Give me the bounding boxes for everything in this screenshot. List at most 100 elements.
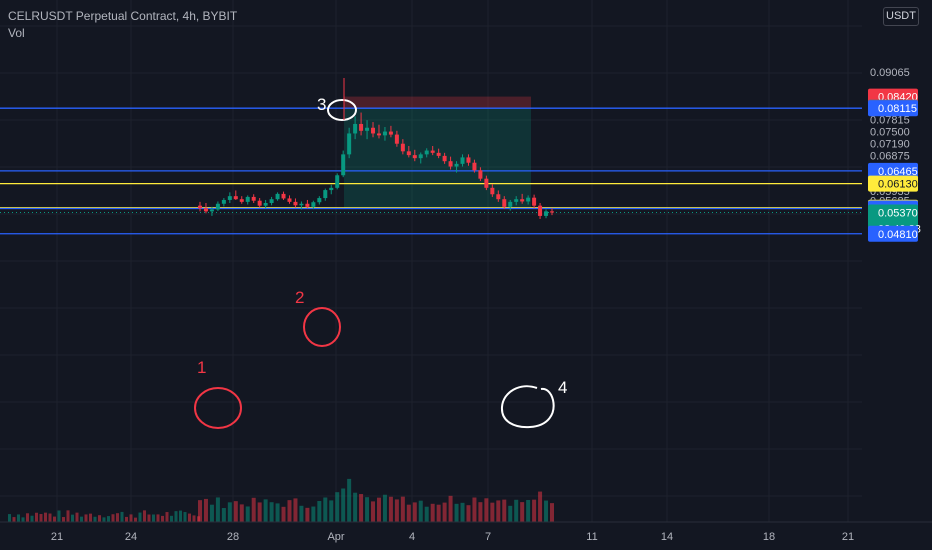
volume-bar <box>382 494 387 522</box>
candle-body <box>526 197 531 202</box>
volume-bar <box>329 500 334 522</box>
volume-bar <box>156 514 160 522</box>
volume-bar <box>107 516 110 522</box>
volume-bar <box>174 511 178 522</box>
candle-body <box>496 194 501 200</box>
volume-bar <box>323 497 328 522</box>
candle-body <box>305 203 310 207</box>
candle-body <box>382 131 387 136</box>
candle-body <box>466 157 471 163</box>
candles <box>198 112 554 219</box>
candle-body <box>376 133 381 136</box>
candle-body <box>424 150 429 155</box>
candle-body <box>251 196 256 201</box>
time-tick-label: Apr <box>327 531 344 543</box>
volume-bar <box>347 478 352 522</box>
chart-legend: CELRUSDT Perpetual Contract, 4h, BYBIT V… <box>8 8 237 42</box>
candle-body <box>490 187 495 195</box>
volume-bar <box>80 516 83 522</box>
volume-bar <box>161 515 164 522</box>
volume-bar <box>93 516 97 522</box>
volume-bar <box>111 514 115 522</box>
candle-body <box>442 155 447 162</box>
hand-drawings[interactable]: 1 2 3 4 <box>194 78 567 429</box>
volume-bar <box>514 499 519 522</box>
volume-bar <box>293 498 298 522</box>
candle-body <box>472 162 477 171</box>
volume-bar <box>198 500 202 522</box>
volume-bar <box>353 492 358 522</box>
volume-bar <box>120 511 124 522</box>
volume-bars <box>8 478 554 522</box>
volume-bar <box>66 510 70 522</box>
candle-body <box>299 203 304 206</box>
volume-bar <box>44 512 47 522</box>
volume-bar <box>502 499 507 522</box>
price-label-bg <box>868 225 918 242</box>
time-tick-label: 28 <box>227 531 239 543</box>
price-tick-label: 0.07500 <box>870 127 910 139</box>
volume-indicator-label[interactable]: Vol <box>8 26 25 40</box>
volume-bar <box>436 504 441 522</box>
volume-bar <box>102 517 106 522</box>
volume-bar <box>170 515 173 522</box>
volume-bar <box>311 506 316 522</box>
volume-bar <box>508 505 513 522</box>
volume-bar <box>143 510 146 522</box>
volume-bar <box>17 514 20 522</box>
volume-bar <box>71 514 74 522</box>
volume-bar <box>53 516 56 522</box>
currency-button[interactable]: USDT <box>883 7 919 26</box>
volume-bar <box>376 497 381 522</box>
volume-bar <box>203 498 208 522</box>
volume-bar <box>257 502 262 522</box>
volume-bar <box>245 506 250 522</box>
candle-body <box>329 187 334 191</box>
candle-body <box>359 123 364 131</box>
candle-body <box>287 198 292 202</box>
volume-bar <box>215 497 220 522</box>
volume-bar <box>39 514 43 522</box>
candle-body <box>341 154 346 176</box>
volume-bar <box>26 513 29 522</box>
volume-bar <box>472 497 477 522</box>
volume-bar <box>129 514 133 522</box>
volume-bar <box>394 499 399 522</box>
time-axis[interactable]: 21 24 28 Apr 4 7 11 14 18 21 <box>0 521 932 550</box>
volume-bar <box>466 505 471 522</box>
volume-bar <box>454 503 459 522</box>
volume-bar <box>138 512 142 522</box>
candle-body <box>430 150 435 153</box>
volume-bar <box>305 507 310 522</box>
volume-bar <box>281 506 286 522</box>
candle-body <box>317 198 322 203</box>
volume-bar <box>448 495 453 522</box>
volume-bar <box>532 499 537 522</box>
time-tick-label: 18 <box>763 531 775 543</box>
price-tick-label: 0.07190 <box>870 138 910 150</box>
horizontal-lines[interactable] <box>0 107 862 235</box>
candle-body <box>544 211 549 216</box>
volume-bar <box>490 502 495 522</box>
volume-bar <box>430 503 435 522</box>
price-label-bg <box>868 162 918 179</box>
price-axis[interactable]: 0.090650.078150.075000.071900.068750.065… <box>862 0 932 550</box>
volume-bar <box>239 504 244 522</box>
volume-bar <box>406 504 411 522</box>
candle-body <box>406 151 411 156</box>
candle-body <box>436 152 441 156</box>
price-label: 0.06465 <box>878 166 918 178</box>
candle-body <box>239 199 244 202</box>
symbol-title[interactable]: CELRUSDT Perpetual Contract, 4h, BYBIT <box>8 9 238 23</box>
candle-body <box>514 199 519 202</box>
time-tick-label: 14 <box>661 531 673 543</box>
short-position-tool[interactable] <box>344 96 531 209</box>
candle-body <box>215 203 220 210</box>
volume-bar <box>269 502 274 522</box>
volume-bar <box>365 497 370 522</box>
volume-bar <box>12 517 16 522</box>
volume-bar <box>317 501 322 522</box>
candle-body <box>484 178 489 188</box>
volume-bar <box>188 513 191 522</box>
